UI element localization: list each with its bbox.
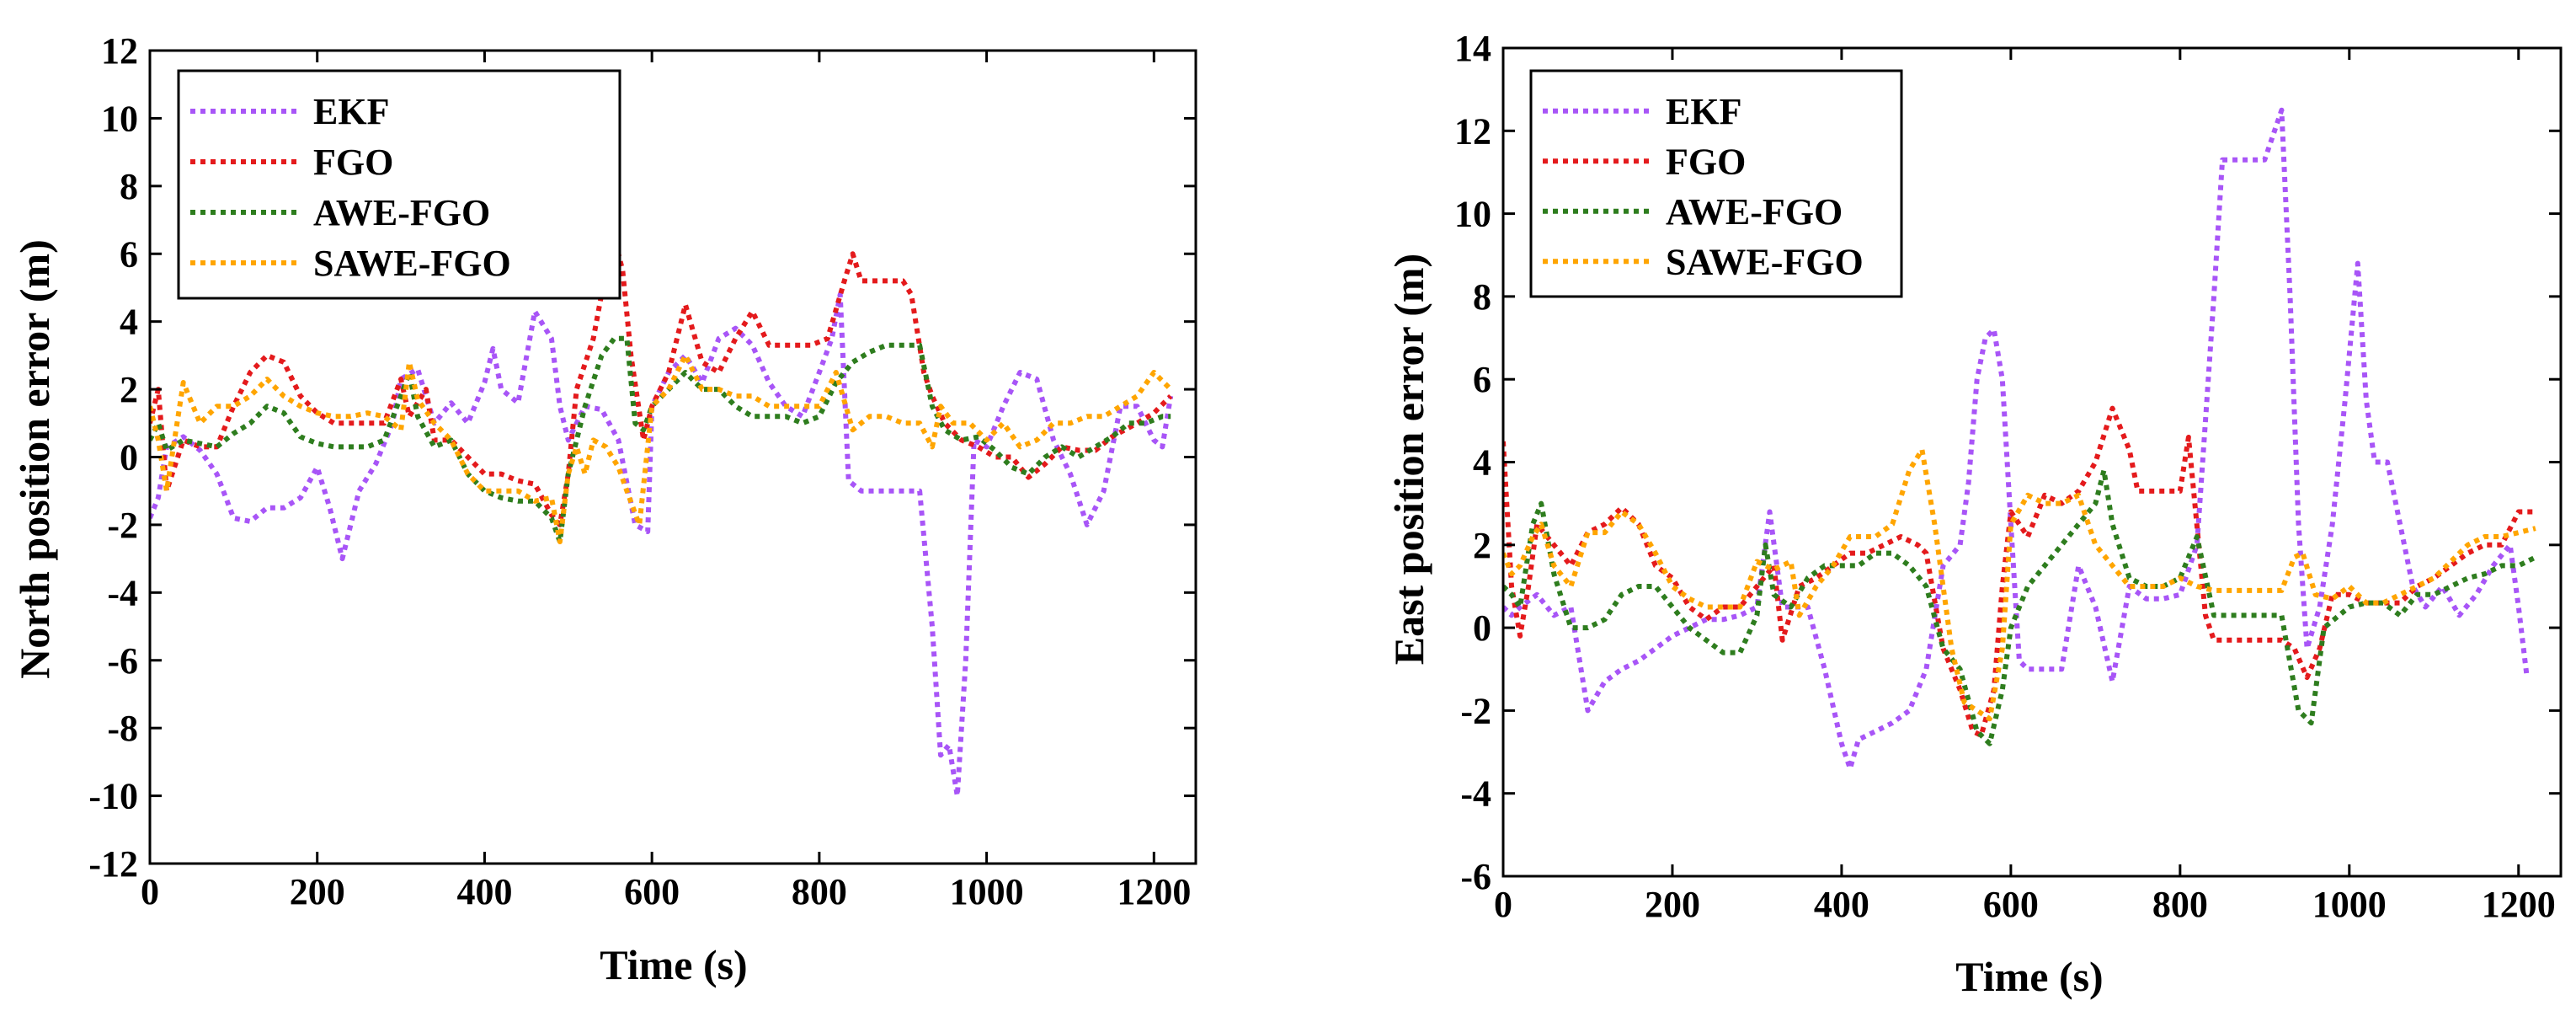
- north-y-tick-label: 10: [101, 98, 138, 139]
- north-x-tick-label: 0: [141, 871, 159, 912]
- east-y-tick-label: 0: [1473, 607, 1491, 649]
- north-y-tick-label: 2: [120, 369, 138, 410]
- north-y-tick-label: 4: [120, 302, 138, 343]
- north-y-axis-title: North position error (m): [11, 239, 58, 679]
- north-y-tick-label: -8: [107, 708, 138, 749]
- east-series-layer: [1503, 107, 2537, 772]
- north-x-tick-label: 200: [290, 871, 345, 912]
- east-y-tick-label: 8: [1473, 276, 1491, 318]
- north-y-tick-label: -12: [88, 843, 138, 885]
- north-legend-label-awe-fgo: AWE-FGO: [313, 192, 490, 233]
- east-series-sawe-fgo: [1503, 447, 2536, 722]
- east-x-tick-label: 1000: [2312, 884, 2387, 925]
- north-legend-entry-ekf: EKF: [190, 91, 389, 132]
- north-legend: EKF FGO AWE-FGO SAWE-FGO: [177, 69, 621, 300]
- north-y-tick-label: 0: [120, 437, 138, 479]
- east-series-ekf: [1503, 107, 2530, 772]
- east-x-tick-label: 200: [1645, 884, 1700, 925]
- east-series-fgo: [1503, 405, 2536, 738]
- east-error-panel: 0 200 400 600 800 1000 1200 -6-4-202468101214 …: [1385, 28, 2563, 1000]
- north-y-tick-label: -4: [107, 572, 138, 613]
- east-legend-box: [1529, 69, 1903, 298]
- north-series-sawe-fgo: [150, 352, 1173, 544]
- north-y-tick-label: -2: [107, 505, 138, 546]
- north-error-panel: 0 200 400 600 800 1000 1200 -12 -10 -8 -6 -4 -2 0 2 4 6…: [11, 30, 1197, 988]
- east-y-tick-label: -4: [1460, 773, 1491, 815]
- east-legend-label-sawe-fgo: SAWE-FGO: [1666, 241, 1864, 282]
- east-legend: EKF FGO AWE-FGO SAWE-FGO: [1529, 69, 1903, 298]
- north-series-layer: [150, 234, 1174, 799]
- north-y-tick-label: 12: [101, 30, 138, 72]
- east-legend-label-ekf: EKF: [1666, 91, 1741, 132]
- east-y-tick-label: 10: [1454, 194, 1491, 235]
- north-legend-entry-fgo: FGO: [190, 142, 393, 183]
- east-series-awe-fgo: [1503, 468, 2537, 746]
- east-x-tick-label: 0: [1494, 884, 1512, 925]
- north-x-tick-label: 1000: [950, 871, 1024, 912]
- north-y-ticks: -12 -10 -8 -6 -4 -2 0 2 4 6 8 10 12: [88, 30, 1196, 885]
- north-series-fgo: [150, 234, 1173, 527]
- north-legend-entry-sawe-fgo: SAWE-FGO: [190, 243, 511, 284]
- east-y-tick-label: 14: [1454, 28, 1491, 69]
- east-legend-entry-fgo: FGO: [1543, 141, 1746, 182]
- east-y-tick-label: 4: [1473, 442, 1491, 484]
- north-x-tick-label: 800: [792, 871, 847, 912]
- north-y-tick-label: -6: [107, 640, 138, 682]
- east-y-tick-label: -6: [1460, 856, 1491, 897]
- east-x-axis-title: Time (s): [1955, 953, 2103, 1000]
- north-y-tick-label: 6: [120, 233, 138, 275]
- north-x-tick-label: 600: [624, 871, 680, 912]
- east-y-tick-label: 12: [1454, 110, 1491, 152]
- east-x-ticks: 0 200 400 600 800 1000 1200: [1494, 48, 2556, 925]
- east-x-tick-label: 600: [1983, 884, 2039, 925]
- east-y-axis-title: East position error (m): [1385, 254, 1432, 665]
- east-x-tick-label: 400: [1814, 884, 1869, 925]
- east-legend-entry-ekf: EKF: [1543, 91, 1741, 132]
- east-x-tick-label: 800: [2152, 884, 2208, 925]
- east-legend-entry-sawe-fgo: SAWE-FGO: [1543, 241, 1864, 282]
- north-series-awe-fgo: [150, 335, 1171, 544]
- north-y-tick-label: -10: [88, 776, 138, 817]
- north-legend-label-fgo: FGO: [313, 142, 393, 183]
- east-legend-label-fgo: FGO: [1666, 141, 1746, 182]
- east-y-tick-label: 2: [1473, 525, 1491, 566]
- east-legend-label-awe-fgo: AWE-FGO: [1666, 191, 1843, 233]
- north-x-ticks: 0 200 400 600 800 1000 1200: [141, 51, 1191, 912]
- north-legend-entry-awe-fgo: AWE-FGO: [190, 192, 490, 233]
- north-x-tick-label: 400: [456, 871, 512, 912]
- east-y-tick-label: 6: [1473, 359, 1491, 400]
- east-legend-entry-awe-fgo: AWE-FGO: [1543, 191, 1843, 233]
- north-x-tick-label: 1200: [1117, 871, 1191, 912]
- east-y-ticks: -6 -4 -2 0 2 4 6 8 10 12 14: [1454, 28, 2561, 897]
- east-x-tick-label: 1200: [2482, 884, 2556, 925]
- north-legend-label-sawe-fgo: SAWE-FGO: [313, 243, 511, 284]
- north-y-tick-label: 8: [120, 166, 138, 207]
- east-y-tick-label: -2: [1460, 690, 1491, 731]
- north-x-axis-title: Time (s): [600, 941, 747, 988]
- north-legend-label-ekf: EKF: [313, 91, 389, 132]
